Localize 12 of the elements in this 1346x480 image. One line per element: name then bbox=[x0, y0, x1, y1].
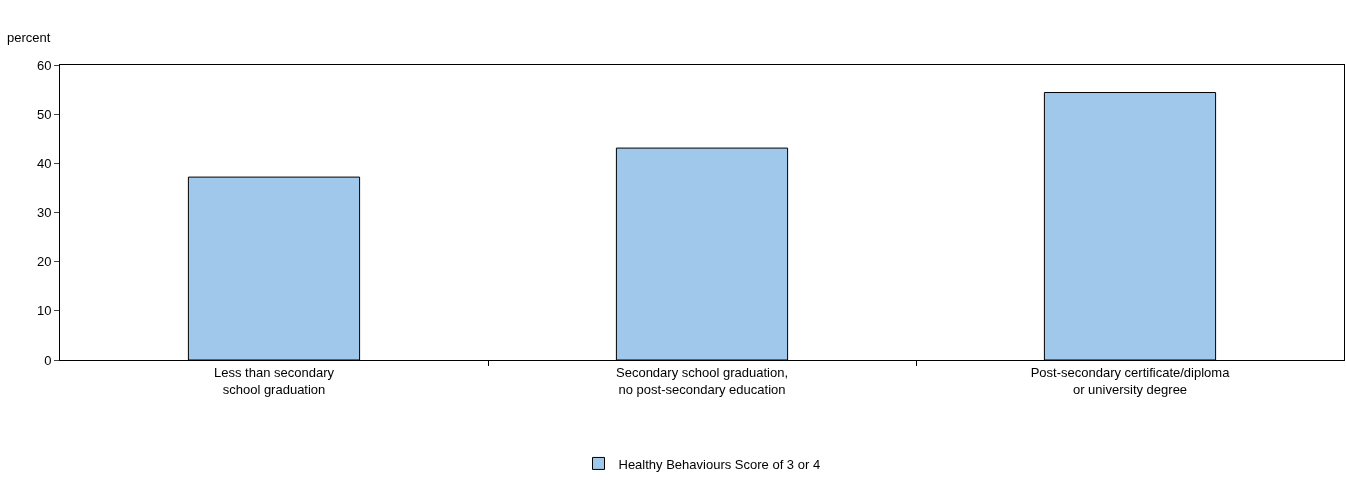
x-tick-label: Secondary school graduation, no post-secondary education bbox=[615, 364, 789, 397]
y-tick-label: 50 bbox=[36, 106, 52, 122]
y-tick-label: 10 bbox=[36, 303, 52, 319]
y-tick-label: 60 bbox=[36, 57, 52, 73]
y-tick-label: 30 bbox=[36, 205, 52, 221]
y-tick-label: 0 bbox=[44, 352, 52, 368]
x-tick-label: Less than secondary school graduation bbox=[214, 364, 335, 397]
y-tick-label: 20 bbox=[36, 254, 52, 270]
legend-label: Healthy Behaviours Score of 3 or 4 bbox=[618, 456, 821, 472]
y-axis-title: percent bbox=[7, 30, 51, 45]
x-tick-label: Post-secondary certificate/diploma or university degree bbox=[1030, 364, 1231, 397]
y-tick-label: 40 bbox=[36, 155, 52, 171]
